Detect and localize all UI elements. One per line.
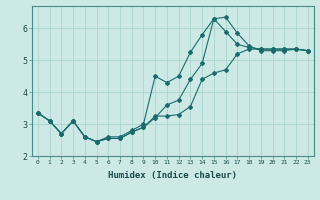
X-axis label: Humidex (Indice chaleur): Humidex (Indice chaleur) <box>108 171 237 180</box>
